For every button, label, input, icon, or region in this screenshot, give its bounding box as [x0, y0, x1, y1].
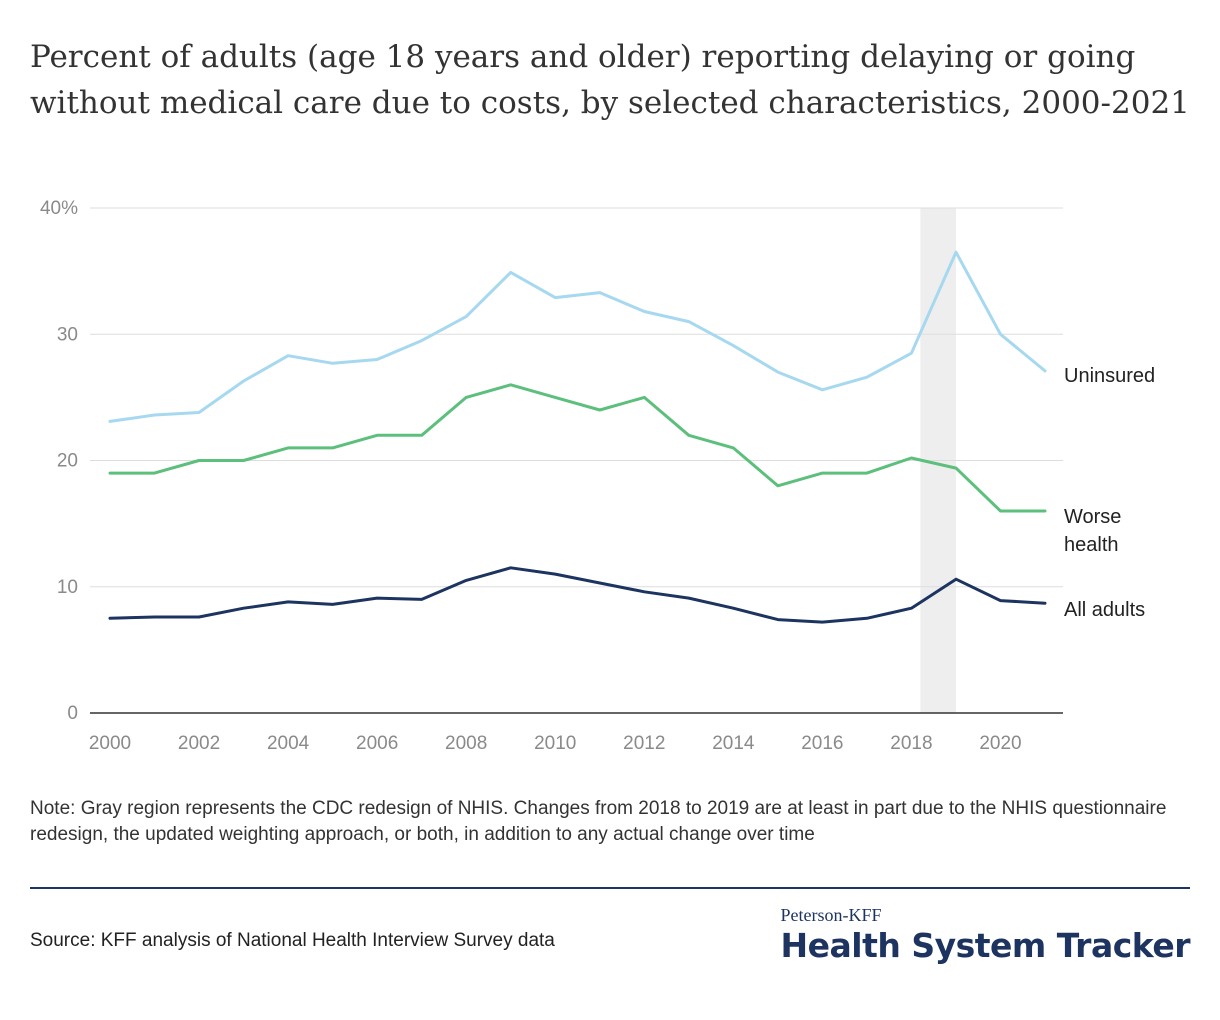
- x-tick-label: 2016: [801, 733, 843, 754]
- brand-name-big: Health System Tracker: [780, 926, 1191, 965]
- series-label-uninsured: Uninsured: [1064, 365, 1155, 387]
- x-tick-label: 2010: [534, 733, 576, 754]
- x-tick-label: 2012: [623, 733, 665, 754]
- x-tick-label: 2018: [890, 733, 932, 754]
- chart-title: Percent of adults (age 18 years and olde…: [30, 39, 1190, 121]
- series-line-uninsured: [108, 250, 1047, 423]
- series-label-all-adults: All adults: [1064, 599, 1145, 621]
- series-line-all-adults: [108, 566, 1047, 624]
- x-tick-label: 2000: [89, 733, 131, 754]
- y-tick-label: 10: [57, 577, 78, 598]
- y-tick-label: 20: [57, 451, 78, 472]
- series-line-worse-health: [108, 383, 1047, 513]
- x-tick-label: 2006: [356, 733, 398, 754]
- x-tick-label: 2004: [267, 733, 310, 754]
- x-tick-label: 2008: [445, 733, 487, 754]
- series-label-worse-health: Worse health: [1064, 506, 1121, 556]
- y-tick-label: 40%: [40, 198, 78, 219]
- brand-logo: Peterson-KFF Health System Tracker: [781, 905, 1191, 967]
- y-tick-label: 30: [57, 324, 78, 345]
- brand-name-small: Peterson-KFF: [780, 905, 882, 925]
- y-tick-label: 0: [67, 703, 78, 724]
- chart-note: Note: Gray region represents the CDC red…: [30, 798, 1167, 845]
- x-tick-label: 2014: [712, 733, 755, 754]
- footer-divider: [30, 887, 1190, 889]
- line-chart: 0 10 20 30 40% 2000 2002 2004 2006 2008 2010 2012 20…: [40, 198, 1155, 754]
- x-tick-label: 2002: [178, 733, 220, 754]
- source-text: Source: KFF analysis of National Health …: [30, 930, 555, 951]
- x-tick-label: 2020: [979, 733, 1021, 754]
